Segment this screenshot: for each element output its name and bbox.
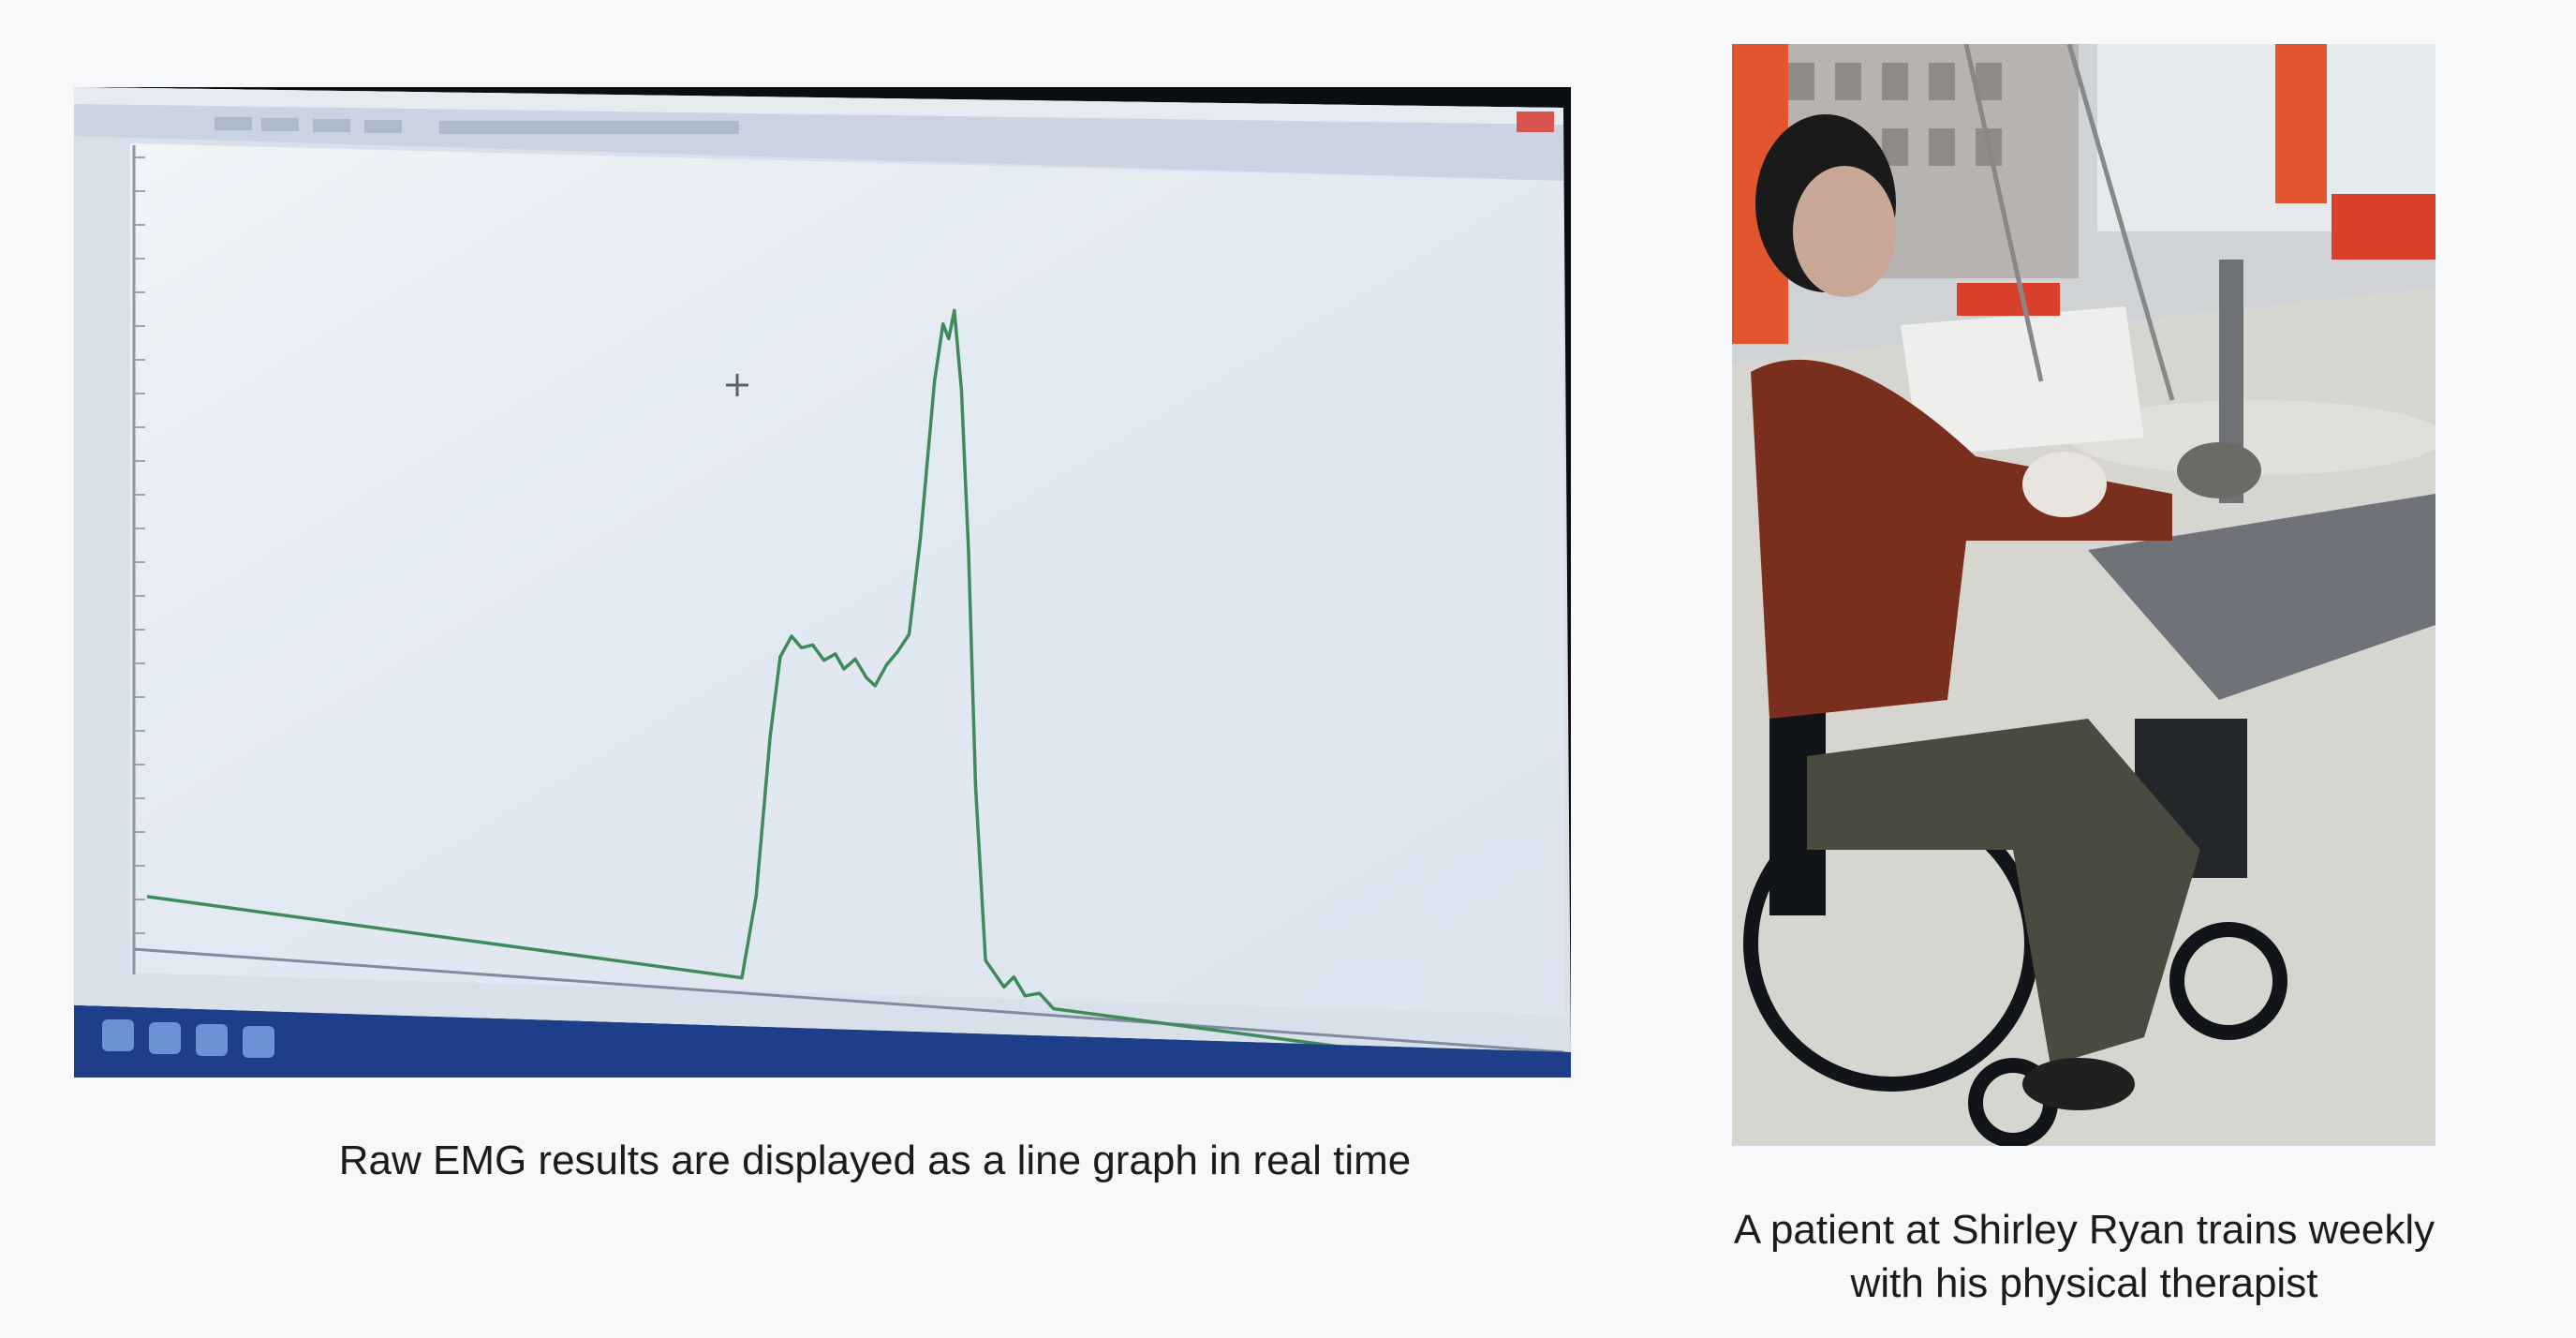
patient-photo: [1732, 44, 2435, 1146]
crosshair-cursor-icon: [726, 374, 748, 396]
patient-caption: A patient at Shirley Ryan trains weekly …: [1658, 1203, 2510, 1310]
emg-monitor-photo: [74, 87, 1571, 1078]
taskbar: [74, 1005, 1571, 1078]
patient-sweater: [1751, 359, 2172, 719]
patient-trousers: [1807, 719, 2200, 1065]
emg-trace-line: [146, 308, 1564, 1078]
patient-caption-line-1: A patient at Shirley Ryan trains weekly: [1733, 1207, 2435, 1253]
orange-pillar: [2275, 44, 2327, 203]
emg-caption: Raw EMG results are displayed as a line …: [338, 1137, 1412, 1183]
patient-face-blurred: [1793, 166, 1896, 297]
patient-caption-line-2: with his physical therapist: [1850, 1260, 2318, 1306]
